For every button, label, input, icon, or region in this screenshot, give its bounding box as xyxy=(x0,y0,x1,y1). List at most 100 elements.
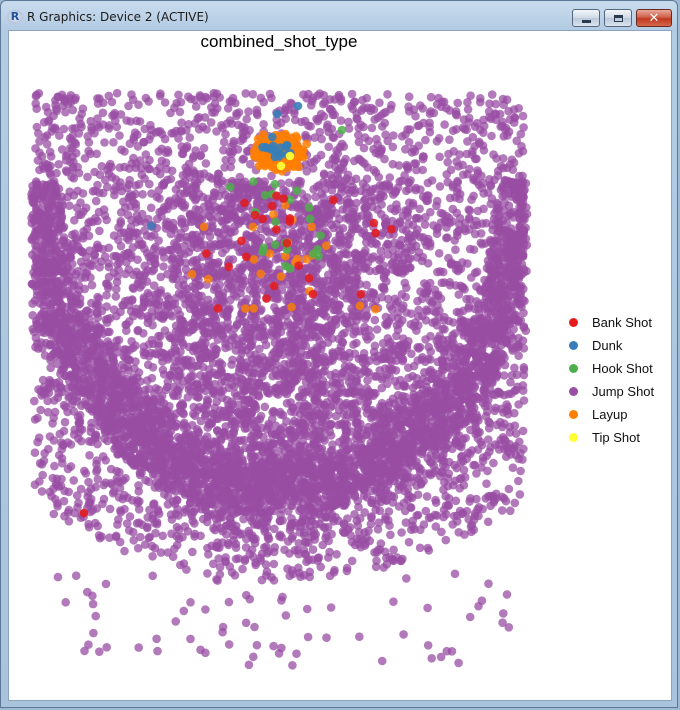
jump-shot-point xyxy=(156,548,166,557)
jump-shot-point xyxy=(147,189,156,198)
jump-shot-point xyxy=(476,94,485,103)
jump-shot-point xyxy=(125,355,135,365)
jump-shot-point xyxy=(358,95,367,105)
jump-shot-point xyxy=(177,217,187,227)
jump-shot-point xyxy=(443,233,452,242)
jump-shot-point xyxy=(117,186,127,196)
jump-shot-point xyxy=(124,180,133,189)
jump-shot-point xyxy=(482,479,491,489)
jump-shot-point xyxy=(57,145,67,154)
r-app-icon[interactable]: R xyxy=(7,10,23,24)
jump-shot-point xyxy=(230,227,239,236)
jump-shot-point xyxy=(49,509,59,519)
jump-shot-point xyxy=(69,476,78,485)
minimize-button[interactable] xyxy=(572,9,600,27)
maximize-button[interactable] xyxy=(604,9,632,27)
jump-shot-point xyxy=(188,547,197,557)
jump-shot-point xyxy=(86,217,95,226)
jump-shot-point xyxy=(518,171,527,181)
jump-shot-point xyxy=(334,92,344,102)
jump-shot-point xyxy=(42,139,52,149)
jump-shot-point xyxy=(425,109,435,118)
jump-shot-point xyxy=(256,411,266,421)
jump-shot-point xyxy=(374,150,384,159)
jump-shot-point xyxy=(299,90,308,99)
jump-shot-point xyxy=(52,168,61,178)
jump-shot-point xyxy=(445,135,454,144)
jump-shot-point xyxy=(426,92,436,102)
jump-shot-point xyxy=(261,560,271,569)
jump-shot-point xyxy=(233,319,242,329)
jump-shot-point xyxy=(114,515,123,524)
jump-shot-point xyxy=(375,98,384,107)
jump-shot-point xyxy=(78,189,88,198)
jump-shot-point xyxy=(338,330,347,339)
jump-shot-point xyxy=(455,214,465,223)
jump-shot-point xyxy=(430,510,440,520)
jump-shot-point xyxy=(351,174,361,184)
jump-shot-point xyxy=(453,98,463,108)
jump-shot-point xyxy=(404,537,414,547)
jump-shot-point xyxy=(144,164,153,174)
jump-shot-point xyxy=(516,466,525,476)
jump-shot-point xyxy=(136,377,145,386)
scatter-plot xyxy=(27,88,532,670)
jump-shot-point xyxy=(424,342,434,352)
jump-shot-point xyxy=(515,490,525,499)
jump-shot-point xyxy=(155,207,164,217)
jump-shot-point xyxy=(337,139,347,149)
jump-shot-point xyxy=(269,559,279,569)
jump-shot-point xyxy=(83,172,92,182)
close-button[interactable]: ✕ xyxy=(636,9,672,27)
jump-shot-point xyxy=(50,461,59,471)
jump-shot-point xyxy=(380,118,390,128)
jump-shot-point xyxy=(85,451,94,460)
jump-shot-point xyxy=(497,506,507,515)
jump-shot-point xyxy=(504,484,514,494)
jump-shot-point xyxy=(60,417,70,427)
jump-shot-point xyxy=(74,498,83,508)
jump-shot-point xyxy=(34,433,44,443)
jump-shot-point xyxy=(164,198,173,207)
graphics-canvas: combined_shot_type Bank Shot Dunk Hook Sho… xyxy=(8,30,672,701)
jump-shot-point xyxy=(36,405,45,415)
jump-shot-point xyxy=(38,470,47,480)
jump-shot-point xyxy=(342,563,352,573)
jump-shot-point xyxy=(401,518,411,527)
jump-shot-point xyxy=(244,107,253,116)
jump-shot-point xyxy=(302,350,312,360)
title-bar[interactable]: R R Graphics: Device 2 (ACTIVE) ✕ xyxy=(1,1,677,31)
jump-shot-point xyxy=(70,216,79,225)
jump-shot-point xyxy=(203,569,212,578)
jump-shot-point xyxy=(120,546,129,556)
jump-shot-point xyxy=(420,220,430,229)
jump-shot-point xyxy=(148,552,157,561)
jump-shot-point xyxy=(33,413,42,423)
jump-shot-point xyxy=(506,506,515,516)
jump-shot-point xyxy=(242,114,251,124)
close-icon: ✕ xyxy=(648,10,660,26)
jump-shot-point xyxy=(518,455,527,464)
jump-shot-point xyxy=(194,189,204,199)
jump-shot-point xyxy=(379,192,388,201)
jump-shot-point xyxy=(451,496,461,506)
jump-shot-point xyxy=(97,162,107,171)
jump-shot-point xyxy=(246,159,255,169)
jump-shot-point xyxy=(168,552,178,561)
jump-shot-point xyxy=(372,325,382,334)
jump-shot-point xyxy=(413,490,423,500)
jump-shot-point xyxy=(174,90,183,100)
jump-shot-point xyxy=(422,492,432,501)
jump-shot-point xyxy=(260,402,270,412)
jump-shot-point xyxy=(443,157,453,167)
jump-shot-point xyxy=(37,487,47,496)
maximize-icon xyxy=(613,14,623,22)
jump-shot-point xyxy=(373,525,383,534)
jump-shot-point xyxy=(170,544,179,554)
jump-shot-point xyxy=(175,107,185,117)
jump-shot-point xyxy=(366,519,376,529)
jump-shot-point xyxy=(440,120,449,129)
jump-shot-point xyxy=(421,335,430,344)
jump-shot-point xyxy=(431,495,440,505)
